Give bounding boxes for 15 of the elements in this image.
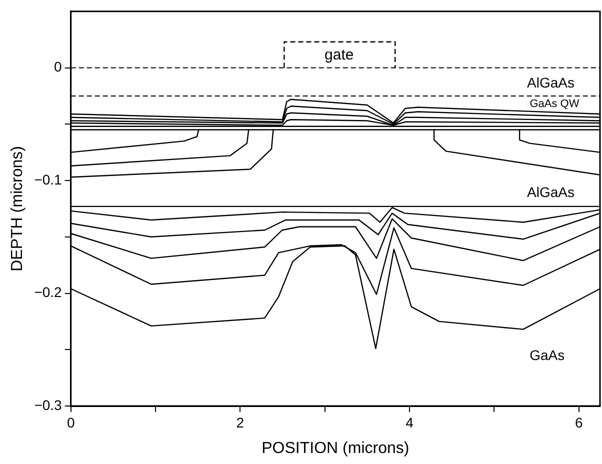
annotation: gate <box>324 46 354 64</box>
y-tick-label: −0.3 <box>34 396 62 413</box>
annotation: GaAs QW <box>530 98 580 110</box>
y-axis-title: DEPTH (microns) <box>9 146 26 272</box>
y-tick-label: 0 <box>54 58 62 75</box>
y-tick-label: −0.2 <box>34 284 62 300</box>
y-tick-label: −0.1 <box>34 171 62 188</box>
annotation: AlGaAs <box>527 184 575 200</box>
x-axis-title: POSITION (microns) <box>262 440 410 457</box>
annotation: GaAs <box>530 347 565 364</box>
x-tick-label: 2 <box>236 414 244 430</box>
x-tick-label: 6 <box>574 414 583 430</box>
x-tick-label: 0 <box>66 414 75 430</box>
x-tick-label: 4 <box>406 414 414 430</box>
annotation: AlGaAs <box>527 74 575 90</box>
